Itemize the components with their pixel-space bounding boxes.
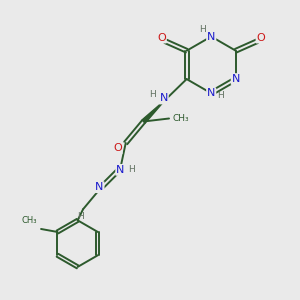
Text: CH₃: CH₃ [22, 216, 38, 225]
Text: N: N [160, 94, 168, 103]
Text: H: H [199, 26, 206, 34]
Text: N: N [116, 165, 124, 175]
Text: N: N [207, 88, 215, 98]
Text: CH₃: CH₃ [172, 114, 189, 123]
Text: H: H [149, 89, 156, 98]
Text: H: H [128, 165, 135, 174]
Text: N: N [232, 74, 240, 84]
Text: N: N [95, 182, 104, 192]
Polygon shape [142, 100, 165, 123]
Text: O: O [157, 33, 166, 43]
Text: O: O [256, 33, 265, 43]
Text: N: N [207, 32, 215, 41]
Text: H: H [218, 91, 224, 100]
Text: O: O [113, 143, 122, 153]
Text: H: H [77, 212, 83, 221]
